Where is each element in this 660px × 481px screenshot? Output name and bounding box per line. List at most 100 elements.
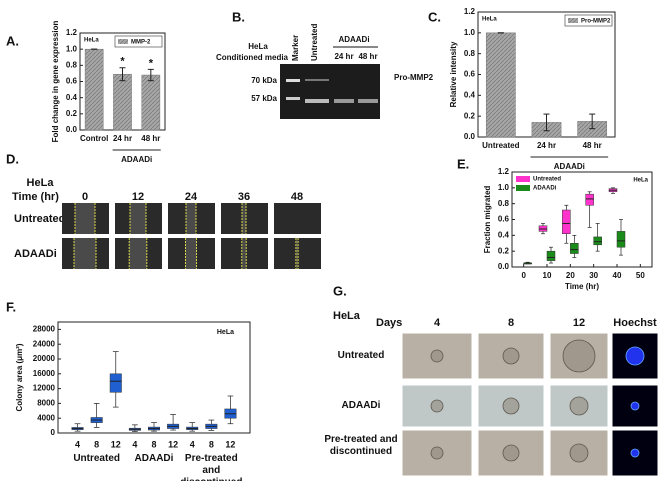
note: HeLa	[217, 329, 234, 336]
x-tick-label: 30	[589, 271, 598, 280]
y-tick-label: 0.8	[498, 199, 510, 208]
time-label: 36	[238, 191, 250, 203]
nucleus-stain	[625, 346, 645, 366]
lane-label: Untreated	[310, 24, 319, 61]
x-tick-label: 12	[168, 439, 178, 449]
row-label: Untreated	[14, 213, 65, 225]
colony	[502, 397, 520, 415]
row-label: ADAADi	[341, 400, 381, 411]
group-label: Untreated	[73, 453, 120, 464]
x-tick-label: 48 hr	[583, 141, 602, 150]
wound-gap	[295, 238, 299, 269]
group-label: Pre-treated and discontinued	[180, 453, 242, 481]
wound-image	[274, 203, 321, 234]
x-tick-label: 4	[75, 439, 80, 449]
y-tick-label: 0.8	[66, 60, 78, 69]
y-tick-label: 0.4	[464, 90, 476, 99]
legend-swatch	[568, 18, 578, 23]
column-label: 8	[508, 317, 514, 329]
y-tick-label: 20000	[33, 354, 56, 363]
group-label: ADAADi	[554, 162, 585, 171]
x-tick-label: 48 hr	[141, 134, 160, 143]
panel-label: B.	[232, 9, 245, 24]
y-axis-label: Fold change in gene expression	[51, 20, 60, 142]
box	[616, 231, 626, 248]
colony	[430, 446, 444, 460]
y-tick-label: 1.0	[498, 183, 510, 192]
legend-label: Pro-MMP2	[581, 19, 611, 25]
legend-swatch	[118, 39, 128, 44]
wound-cell-line: HeLa	[27, 177, 55, 189]
y-axis-label: Fraction migrated	[483, 186, 492, 254]
bar	[113, 73, 132, 131]
y-tick-label: 0	[51, 428, 56, 437]
y-tick-label: 0.6	[464, 70, 476, 79]
x-tick-label: Untreated	[482, 141, 519, 150]
colony-cell-line: HeLa	[333, 310, 361, 322]
y-tick-label: 28000	[33, 325, 56, 334]
plot-frame	[57, 321, 251, 434]
x-axis-label: Time (hr)	[565, 282, 599, 291]
x-tick-label: 50	[636, 271, 645, 280]
x-tick-label: 24 hr	[113, 134, 132, 143]
days-label: Days	[376, 317, 402, 329]
y-tick-label: 0.0	[66, 125, 78, 134]
panel-label: A.	[6, 33, 19, 48]
colony	[502, 347, 520, 365]
wound-gap	[74, 238, 96, 269]
nucleus-stain	[630, 401, 640, 411]
x-tick-label: 10	[543, 271, 552, 280]
bar	[485, 32, 516, 138]
y-tick-label: 0.4	[498, 230, 510, 239]
colony	[430, 349, 444, 363]
y-tick-label: 1.0	[66, 44, 78, 53]
legend-label: Untreated	[533, 177, 561, 183]
note: HeLa	[482, 17, 497, 23]
panel-label: G.	[333, 283, 347, 298]
wound-gap	[129, 238, 147, 269]
column-label: Hoechst	[613, 317, 657, 329]
y-tick-label: 24000	[33, 339, 56, 348]
gel-band	[334, 99, 354, 103]
y-tick-label: 0.2	[464, 111, 476, 120]
y-tick-label: 1.2	[498, 167, 510, 176]
y-tick-label: 0.6	[66, 77, 78, 86]
time-label: 24	[185, 191, 198, 203]
box	[109, 373, 122, 393]
wound-gap	[242, 203, 246, 234]
legend-box	[564, 14, 613, 27]
legend-label: ADAADi	[533, 186, 557, 192]
x-tick-label: 8	[151, 439, 156, 449]
y-tick-label: 1.2	[66, 28, 78, 37]
wound-gap	[130, 203, 146, 234]
x-tick-label: 4	[190, 439, 195, 449]
y-tick-label: 1.0	[464, 28, 476, 37]
panel-label: C.	[428, 9, 441, 24]
y-tick-label: 16000	[33, 369, 56, 378]
column-label: 4	[434, 317, 441, 329]
y-axis-label: Colony area (μm²)	[15, 343, 24, 411]
bar	[141, 74, 161, 131]
panel-label: F.	[6, 299, 16, 314]
y-tick-label: 0.2	[498, 246, 510, 255]
y-tick-label: 0.0	[464, 132, 476, 141]
group-label: ADAADi	[121, 155, 152, 164]
gel-band	[358, 99, 378, 103]
row-label: Pre-treated and discontinued	[324, 434, 398, 457]
x-tick-label: 24 hr	[537, 141, 556, 150]
y-tick-label: 0.6	[498, 215, 510, 224]
time-label: 48	[291, 191, 303, 203]
y-tick-label: 1.2	[464, 7, 476, 16]
gel-band	[286, 97, 300, 100]
x-tick-label: 8	[94, 439, 99, 449]
significance: *	[120, 56, 125, 68]
y-tick-label: 8000	[37, 399, 55, 408]
x-tick-label: 0	[521, 271, 526, 280]
legend-label: MMP-2	[131, 40, 151, 46]
marker-label: 57 kDa	[251, 94, 277, 103]
gel-band	[286, 79, 300, 82]
box	[546, 250, 556, 261]
note: HeLa	[633, 178, 648, 184]
panel-label: E.	[457, 156, 469, 171]
